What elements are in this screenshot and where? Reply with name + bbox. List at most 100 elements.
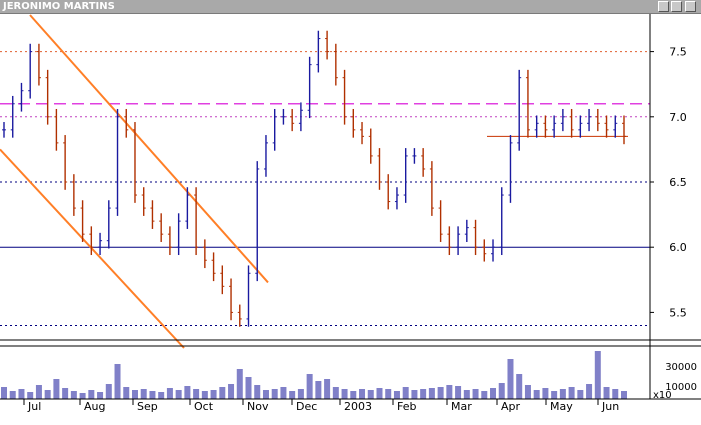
volume-bar (131, 390, 138, 399)
volume-bar (455, 386, 462, 399)
volume-bar (559, 389, 566, 399)
volume-bar (498, 383, 505, 399)
volume-bar (332, 387, 339, 399)
x-tick-label: Jul (27, 400, 41, 413)
volume-bar (228, 384, 235, 399)
x-tick-label: Apr (501, 400, 521, 413)
price-panel (0, 14, 650, 349)
volume-bar (254, 385, 261, 399)
volume-bar (306, 374, 313, 399)
volume-bar (367, 390, 374, 399)
volume-bar (35, 385, 42, 399)
volume-bar (53, 379, 60, 399)
volume-bar (586, 384, 593, 399)
volume-bar (350, 391, 357, 399)
volume-bar (594, 351, 601, 399)
price-tick-label: 7.5 (669, 46, 687, 59)
x-tick-label: Dec (296, 400, 317, 413)
volume-bar (621, 391, 627, 399)
volume-bar (315, 381, 322, 399)
volume-bar (245, 377, 252, 399)
volume-multiplier-label: x10 (653, 390, 672, 401)
volume-bar (236, 369, 243, 399)
volume-bar (280, 387, 287, 399)
volume-bar (105, 384, 112, 399)
volume-bar (210, 390, 217, 399)
volume-tick-label: 10000 (665, 382, 697, 393)
volume-bar (114, 364, 121, 399)
volume-bar (490, 388, 497, 399)
volume-bar (158, 392, 165, 399)
volume-bar (577, 390, 584, 399)
volume-bar (297, 389, 304, 399)
x-tick-label: Aug (84, 400, 105, 413)
volume-bar (289, 391, 296, 399)
volume-bar (411, 390, 418, 399)
x-tick-label: May (550, 400, 573, 413)
volume-bar (262, 390, 269, 399)
volume-bar (88, 390, 95, 399)
volume-bar (184, 386, 191, 399)
volume-bar (420, 389, 427, 399)
price-tick-label: 6.5 (669, 176, 687, 189)
trend-line-upper (29, 14, 269, 284)
volume-bar (62, 388, 69, 399)
volume-tick-label: 30000 (665, 362, 697, 373)
x-tick-label: Mar (451, 400, 472, 413)
window-title: JERONIMO MARTINS (3, 1, 115, 12)
volume-bar (1, 387, 7, 399)
volume-bar (140, 389, 147, 399)
volume-bar (507, 359, 514, 399)
volume-bar (9, 391, 16, 399)
volume-bar (44, 390, 51, 399)
volume-bar (446, 385, 453, 399)
price-tick-label: 5.5 (669, 306, 687, 319)
price-tick-label: 6.0 (669, 241, 687, 254)
volume-panel (1, 351, 627, 399)
close-button[interactable] (685, 1, 696, 12)
volume-bar (376, 388, 383, 399)
price-tick-label: 7.0 (669, 111, 687, 124)
volume-bar (533, 390, 540, 399)
volume-bar (271, 389, 278, 399)
volume-bar (603, 387, 610, 399)
volume-bar (551, 391, 558, 399)
volume-bar (437, 387, 444, 399)
volume-bar (568, 387, 575, 399)
window-titlebar[interactable]: JERONIMO MARTINS (0, 0, 701, 14)
x-tick-label: Feb (397, 400, 416, 413)
volume-bar (341, 389, 348, 399)
volume-bar (97, 392, 104, 399)
volume-bar (201, 391, 208, 399)
volume-bar (166, 388, 173, 399)
volume-bar (193, 389, 200, 399)
x-tick-label: 2003 (344, 400, 372, 413)
volume-bar (123, 387, 130, 399)
volume-bar (472, 389, 479, 399)
x-tick-label: Oct (194, 400, 214, 413)
maximize-button[interactable] (671, 1, 682, 12)
volume-bar (524, 385, 531, 399)
volume-bar (70, 391, 77, 399)
volume-bar (175, 390, 182, 399)
x-tick-label: Jun (601, 400, 619, 413)
volume-bar (149, 391, 156, 399)
volume-bar (463, 390, 470, 399)
volume-bar (359, 389, 366, 399)
volume-bar (324, 379, 331, 399)
volume-bar (542, 388, 549, 399)
x-tick-label: Nov (247, 400, 269, 413)
volume-bar (612, 389, 619, 399)
volume-bar (79, 393, 86, 399)
volume-bar (481, 391, 488, 399)
x-tick-label: Sep (137, 400, 158, 413)
volume-bar (402, 387, 409, 399)
volume-bar (219, 387, 226, 399)
volume-bar (27, 392, 34, 399)
minimize-button[interactable] (658, 1, 669, 12)
volume-bar (18, 389, 25, 399)
volume-bar (393, 391, 400, 399)
volume-bar (428, 388, 435, 399)
